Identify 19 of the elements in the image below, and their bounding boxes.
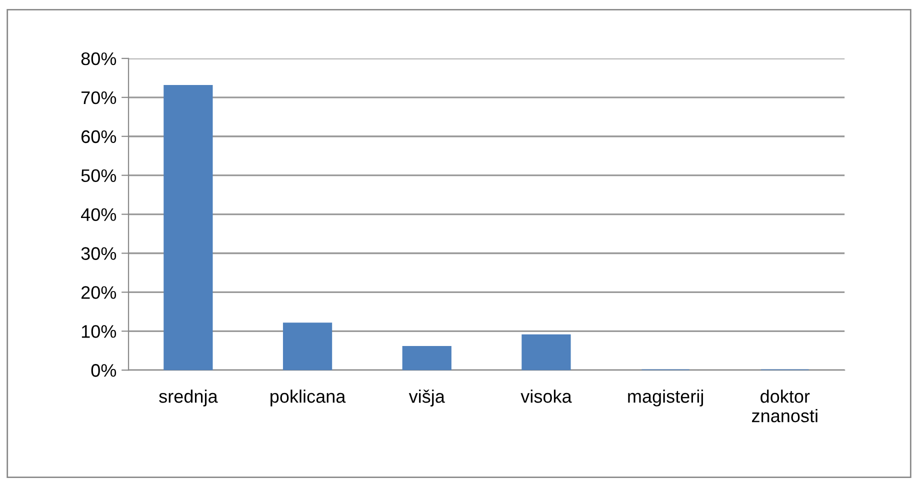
y-tick-label: 20% — [81, 286, 116, 299]
y-tick-label: 60% — [81, 130, 116, 144]
bar — [522, 334, 571, 370]
bar — [402, 346, 452, 370]
x-tick-label: višja — [408, 390, 445, 406]
y-tick-label: 40% — [80, 208, 116, 221]
bar — [164, 85, 213, 370]
bar — [282, 322, 332, 370]
x-tick-label: magisterij — [628, 390, 703, 406]
y-tick-label: 50% — [81, 169, 116, 182]
x-tick-label: srednja — [159, 390, 218, 406]
y-tick-label: 10% — [82, 325, 116, 338]
x-tick-label: doktor znanosti — [752, 390, 818, 422]
x-tick-label: poklicana — [270, 390, 346, 406]
y-tick-label: 0% — [91, 364, 116, 377]
y-tick-label: 80% — [81, 52, 116, 66]
y-tick-label: 70% — [82, 91, 116, 104]
y-tick-label: 30% — [81, 247, 116, 260]
x-tick-label: visoka — [520, 390, 572, 403]
